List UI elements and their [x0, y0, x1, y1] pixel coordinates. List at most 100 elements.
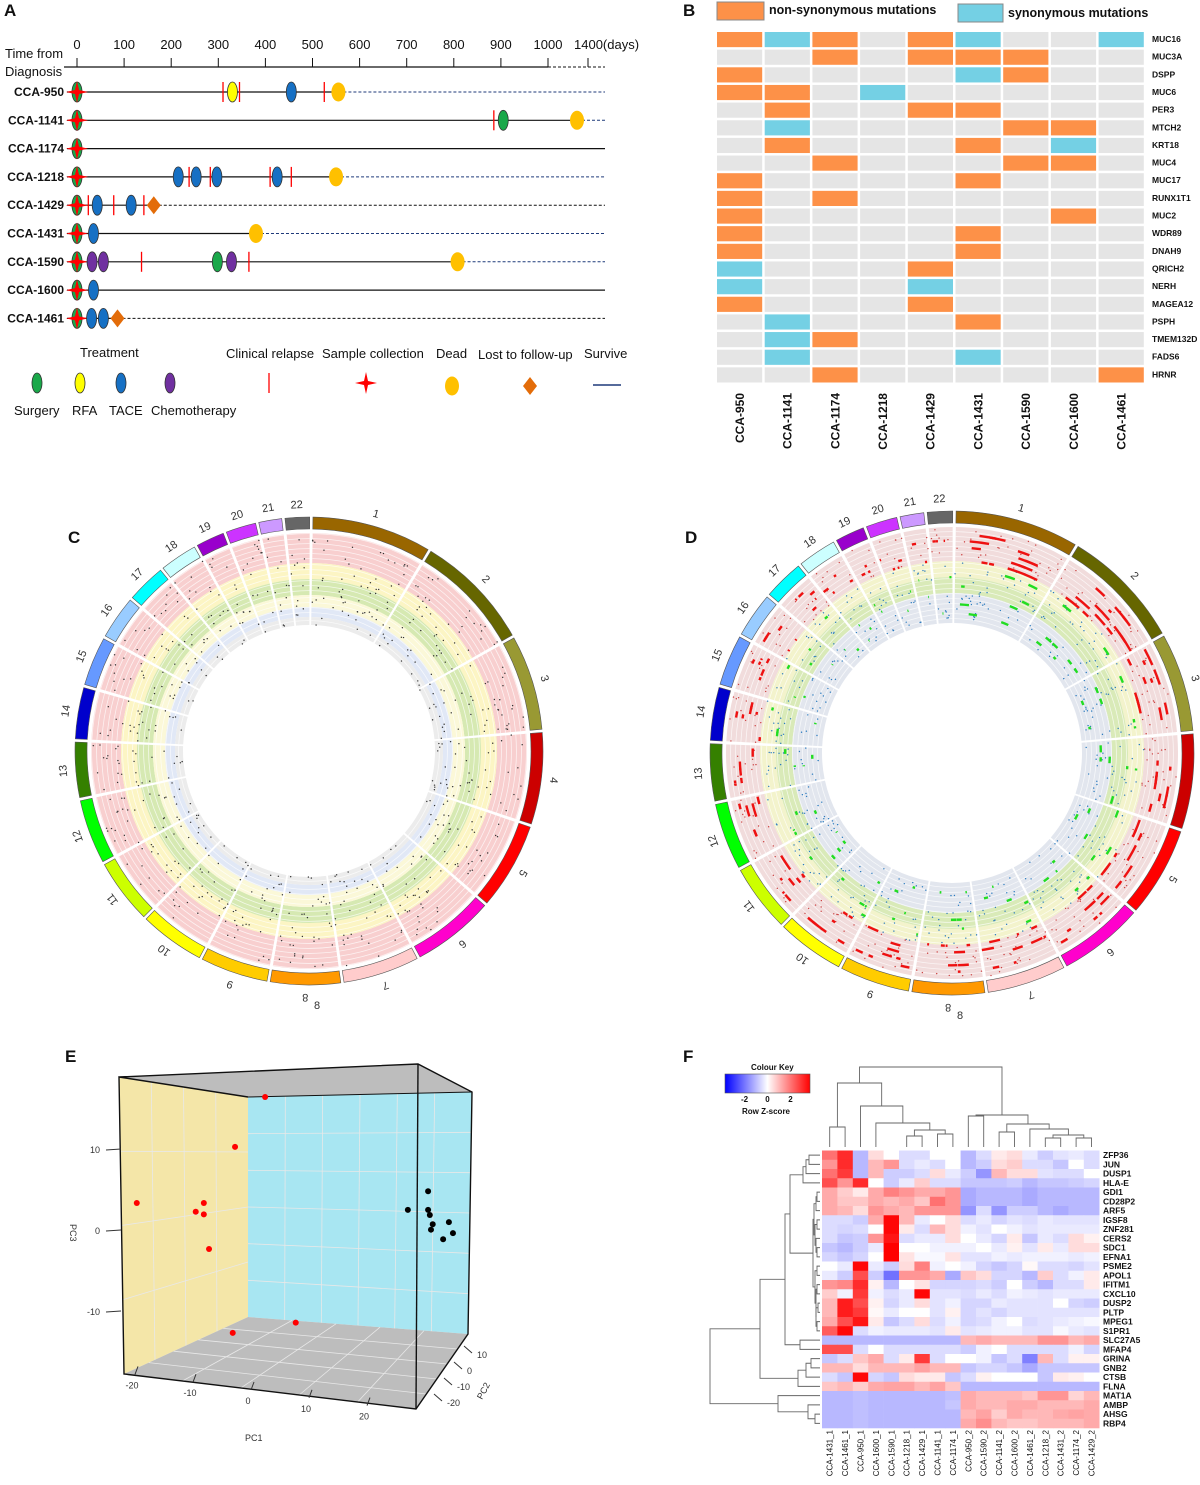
axis-label-line1: Time from [5, 46, 63, 61]
track-dot [433, 703, 435, 706]
track-dot [408, 910, 411, 912]
cnv-segment-red [1142, 659, 1147, 666]
cnv-segment-green [909, 590, 912, 593]
sample-star-icon [66, 137, 88, 160]
gene-label: MUC4 [1152, 158, 1176, 168]
track-dot [173, 904, 176, 907]
cnv-segment-green [1088, 726, 1091, 730]
track-dot [444, 661, 446, 663]
track-dot [461, 625, 463, 628]
track-line [850, 555, 875, 568]
track-dot [884, 625, 887, 627]
row-label: ZNF281 [1103, 1224, 1134, 1234]
cnv-segment-red [1123, 865, 1133, 879]
track-line [109, 651, 128, 693]
cnv-segment-red [1094, 613, 1106, 626]
chromosome-4: 4 [428, 732, 560, 825]
track-dot [975, 934, 978, 936]
track-dot [837, 913, 839, 916]
track-line [1112, 739, 1122, 806]
track-dot [242, 924, 244, 926]
heatmap-cell [1068, 1289, 1085, 1299]
chromosome-ideogram [709, 743, 727, 802]
track-dot [950, 933, 953, 935]
track-dot [1068, 819, 1070, 821]
track-dot [115, 748, 117, 750]
chromosome-5: 5 [404, 791, 531, 904]
track-dot [1129, 627, 1132, 629]
track-dot [480, 630, 483, 632]
track-dot [1103, 880, 1105, 882]
axis-tick-label: 700 [396, 37, 418, 52]
heatmap-cell [837, 1206, 854, 1216]
track-dot [1051, 929, 1053, 931]
track-dot [141, 865, 143, 867]
heatmap-cell [837, 1307, 854, 1318]
track-dot [367, 880, 369, 882]
heatmap-cell [852, 1252, 869, 1262]
heatmap-cell [822, 1196, 838, 1207]
track-dot [1000, 535, 1002, 537]
track-dot [471, 779, 473, 781]
track-dot [418, 684, 420, 686]
heatmap-cell [945, 1391, 961, 1401]
track-dot [1077, 855, 1079, 857]
cnv-segment-green [1125, 766, 1129, 770]
track-dot [964, 919, 967, 921]
heatmap-cell [914, 1206, 931, 1216]
track-dot [473, 831, 476, 833]
track-line [831, 629, 852, 649]
chromosome-ideogram [836, 527, 869, 552]
track-dot [751, 768, 753, 771]
heatmap-cell [914, 1298, 931, 1309]
cnv-segment-green [770, 707, 775, 711]
heatmap-cell [1006, 1224, 1023, 1235]
track-line [1132, 737, 1143, 813]
track-dot [801, 812, 804, 814]
heatmap-cell [991, 1307, 1008, 1318]
heatmap-cell [929, 1307, 946, 1318]
track-band [329, 869, 376, 894]
track-line [933, 572, 953, 574]
track-line [277, 940, 336, 944]
heatmap-cell [1083, 1335, 1100, 1346]
track-dot [479, 624, 482, 626]
track-band [811, 555, 858, 603]
track-dot [307, 876, 310, 878]
track-dot [1027, 591, 1030, 594]
track-dot [167, 777, 170, 779]
heatmap-cell [852, 1206, 869, 1216]
heatmap-cell [1022, 1298, 1038, 1309]
track-line [278, 929, 334, 933]
mutation-cell [1003, 49, 1049, 65]
track-dot [406, 896, 409, 898]
mutation-cell [907, 84, 953, 101]
cnv-segment-red [781, 890, 786, 895]
cnv-segment-red [948, 964, 958, 967]
row-label: RBP4 [1103, 1418, 1126, 1428]
track-dot [416, 933, 418, 936]
track-dot [1078, 881, 1081, 883]
heatmap-cell [1068, 1224, 1085, 1235]
track-dot [950, 894, 952, 897]
heatmap-cell [976, 1178, 992, 1188]
track-line [104, 648, 123, 691]
track-dot [186, 901, 189, 904]
mutation-cell [1098, 67, 1144, 83]
track-dot [1079, 920, 1081, 922]
mutation-cell [764, 296, 810, 312]
heatmap-cell [960, 1280, 977, 1290]
track-dot [277, 567, 279, 569]
track-dot [980, 554, 982, 556]
heatmap-cell [1006, 1289, 1023, 1299]
track-dot [471, 869, 474, 871]
heatmap-cell [1053, 1196, 1069, 1207]
cnv-segment-red [783, 860, 792, 871]
track-dot [280, 883, 282, 885]
track-band [754, 846, 817, 914]
column-label: CCA-950_1 [857, 1429, 866, 1471]
track-dot [446, 795, 448, 797]
cnv-segment-green [803, 695, 807, 699]
track-dot [222, 610, 225, 613]
track-dot [833, 631, 835, 634]
